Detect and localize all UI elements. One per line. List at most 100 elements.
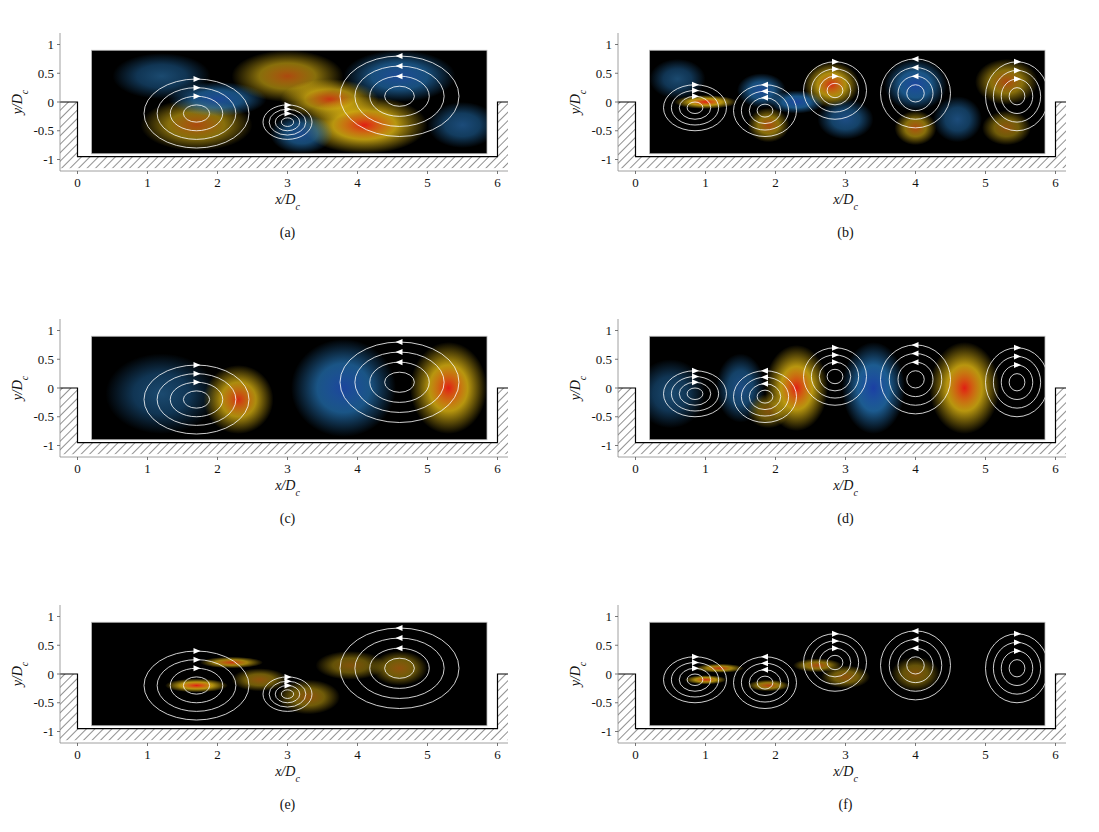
streamline [370,362,430,402]
y-tick [57,445,60,446]
x-tick [845,743,846,746]
vortex [664,654,727,703]
label-main: y/D [10,380,25,402]
x-tick [77,171,78,174]
streamline [144,651,249,720]
streamline [881,631,951,700]
streamline [340,56,459,137]
streamline [340,628,459,709]
streamline [687,102,703,114]
label-sub: c [295,201,300,212]
y-tick-label: 0.5 [596,66,612,81]
x-tick [1055,171,1056,174]
streamline-arrow [692,93,699,99]
label-main: y/D [568,94,583,116]
x-tick [845,171,846,174]
y-tick [615,102,618,103]
streamline [811,355,858,398]
y-tick [57,674,60,675]
cavity-outline [618,388,1066,443]
y-tick [57,130,60,131]
x-tick-label: 1 [702,747,709,762]
streamline-arrow [692,368,699,374]
y-tick [615,44,618,45]
x-axis-line [60,171,508,172]
streamline-arrow [761,95,768,101]
streamline-arrow [1014,639,1021,645]
x-tick [985,457,986,460]
label-main: y/D [568,666,583,688]
x-axis-title: x/Dc [274,192,300,212]
streamline-arrow [832,345,839,351]
streamline-arrow [912,645,919,651]
label-main: x/D [832,764,853,779]
streamline [157,660,236,712]
field-blob [106,354,218,435]
streamline-arrow [396,625,403,631]
streamline [741,377,788,416]
y-tick [615,73,618,74]
streamline-arrow [1014,353,1021,359]
field-blob [650,59,706,99]
y-tick [615,674,618,675]
x-tick-label: 0 [74,461,81,476]
label-main: x/D [274,478,295,493]
cavity-outline [60,388,508,443]
streamline [986,62,1046,131]
streamline-arrow [194,379,201,385]
x-axis-title: x/Dc [832,478,858,498]
streamline [827,655,843,669]
streamline [355,66,444,126]
streamline [898,362,933,397]
streamline [664,657,727,703]
x-axis-line [60,457,508,458]
y-tick-label: -0.5 [591,123,612,138]
streamline [907,371,925,388]
streamline-arrow [692,654,699,660]
x-axis-line [618,171,1066,172]
streamline-arrow [832,59,839,65]
x-tick-label: 1 [144,461,151,476]
streamline [671,663,718,698]
streamline [269,681,306,707]
streamline-arrow [761,381,768,387]
y-tick [57,44,60,45]
streamline [986,348,1046,417]
streamline [819,76,851,105]
vortex [263,674,312,712]
streamline [907,85,925,102]
field-frame [92,622,488,726]
label-sub: c [295,773,300,784]
y-tick-label: 1 [606,609,613,624]
streamline [811,69,858,112]
x-axis-line [618,743,1066,744]
streamline-arrow [285,102,292,108]
streamline [757,676,773,689]
vortex [734,368,797,423]
y-tick-label: 0.5 [596,352,612,367]
field-blob [650,359,706,428]
streamline-arrow [912,342,919,348]
x-axis-title: x/Dc [274,764,300,784]
y-tick-label: 0 [48,667,55,682]
field-bg [92,50,488,154]
y-axis-title: y/Dc [568,661,588,688]
wall [1056,388,1067,443]
x-tick-label: 0 [632,461,639,476]
label-sub: c [19,661,30,666]
cavity-outline [618,674,1066,729]
streamline-arrow [832,73,839,79]
panel-label: (a) [280,225,296,241]
streamline-arrow [912,359,919,365]
x-tick [217,457,218,460]
x-tick [287,457,288,460]
x-tick-label: 3 [284,747,291,762]
field-blob [372,651,428,686]
y-tick [57,159,60,160]
y-tick [615,359,618,360]
field-blob [685,675,727,684]
wall [618,157,1066,169]
label-main: x/D [274,192,295,207]
field-blob [428,102,487,148]
streamline-arrow [396,53,403,59]
